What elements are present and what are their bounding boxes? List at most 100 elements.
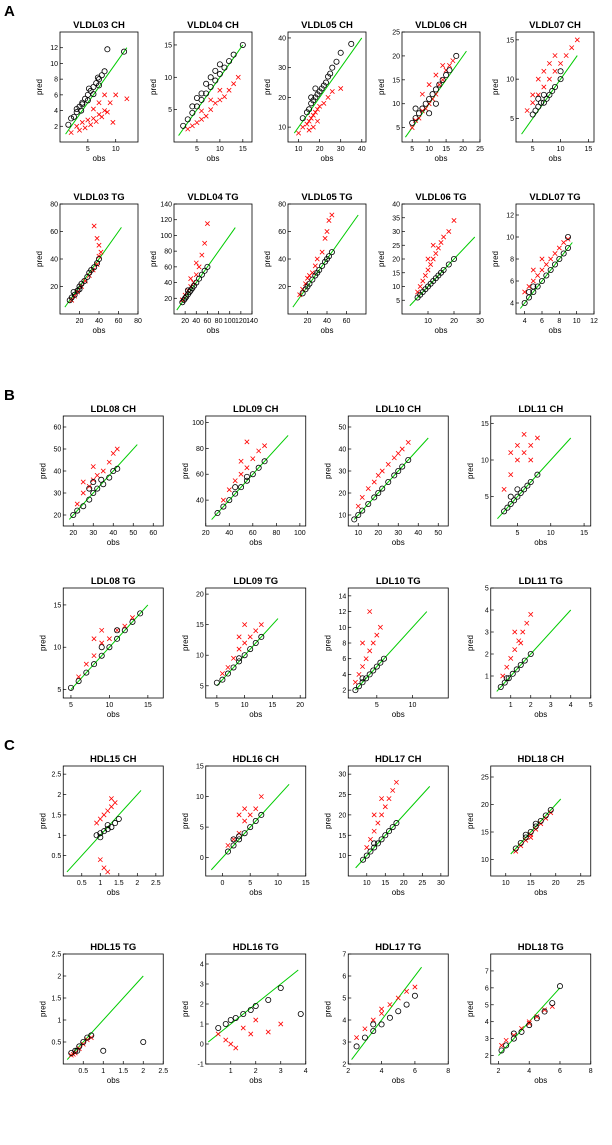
y-tick-label: 10: [53, 645, 61, 652]
identity-line: [70, 604, 149, 690]
cross-stroke: [91, 636, 97, 642]
identity-line: [66, 975, 144, 1060]
cross-stroke: [308, 115, 314, 121]
section-label-B: B: [4, 387, 15, 404]
cross-point: [80, 479, 86, 485]
circle-point: [316, 266, 323, 273]
cross-stroke: [309, 270, 315, 276]
cross-stroke: [512, 647, 518, 653]
y-tick-label: 140: [160, 202, 172, 209]
circle-point: [549, 87, 556, 94]
circle-point: [230, 51, 237, 58]
x-tick-label: 2: [141, 1068, 145, 1075]
y-tick-label: 5: [200, 683, 204, 690]
cross-stroke: [329, 212, 335, 218]
circle-point: [560, 250, 567, 257]
cross-stroke: [265, 1029, 271, 1035]
cross-stroke: [542, 1007, 548, 1013]
cross-point: [314, 256, 320, 262]
x-axis-label: obs: [93, 154, 106, 163]
plot-data: [65, 46, 130, 136]
circle-point: [65, 121, 72, 128]
cross-stroke: [433, 251, 439, 256]
cross-point: [98, 249, 104, 255]
cross-point: [399, 446, 405, 452]
cross-point: [520, 629, 526, 635]
x-tick-label: 40: [109, 530, 117, 537]
cross-stroke: [306, 127, 312, 133]
y-tick-label: 10: [338, 513, 346, 520]
cross-stroke: [253, 628, 259, 634]
cross-point: [386, 796, 392, 802]
circle-point: [432, 86, 439, 93]
circle-point: [543, 95, 550, 102]
cross-point: [433, 251, 439, 256]
y-tick-label: 2: [54, 124, 58, 131]
x-tick-label: 10: [354, 530, 362, 537]
circle-point: [201, 267, 208, 274]
cross-stroke: [74, 501, 80, 507]
cross-point: [412, 984, 418, 990]
y-tick-label: 80: [50, 202, 58, 209]
cross-point: [219, 671, 225, 677]
cross-stroke: [520, 629, 526, 635]
x-tick-label: 2.5: [158, 1068, 168, 1075]
circle-point: [184, 116, 191, 123]
circle-point: [72, 1047, 79, 1054]
cross-stroke: [232, 478, 238, 484]
cross-stroke: [546, 76, 552, 82]
x-axis-label: obs: [534, 710, 547, 719]
cross-stroke: [552, 68, 558, 74]
y-tick-label: 20: [338, 812, 346, 819]
circle-point: [236, 658, 243, 665]
cross-point: [105, 869, 111, 875]
cross-stroke: [451, 218, 457, 223]
y-tick-label: 15: [506, 37, 514, 44]
cross-stroke: [433, 72, 439, 78]
circle-point: [112, 820, 119, 827]
y-tick-label: 15: [392, 270, 400, 277]
circle-point: [226, 58, 233, 65]
cross-point: [231, 655, 237, 661]
cross-stroke: [546, 60, 552, 66]
y-tick-label: 20: [278, 95, 286, 102]
circle-point: [238, 484, 245, 491]
cross-point: [242, 640, 248, 646]
cross-stroke: [386, 796, 392, 802]
cross-stroke: [312, 109, 318, 115]
identity-line: [65, 47, 128, 135]
cross-point: [90, 106, 96, 112]
subplot-title: HDL15 TG: [90, 942, 136, 953]
cross-stroke: [113, 92, 119, 98]
cross-point: [226, 87, 232, 93]
y-tick-label: 2.5: [52, 772, 62, 779]
circle-point: [537, 818, 544, 825]
circle-point: [86, 485, 93, 492]
cross-stroke: [371, 812, 377, 818]
circle-point: [371, 840, 378, 847]
x-tick-label: 5: [531, 146, 535, 153]
cross-point: [196, 264, 202, 270]
cross-stroke: [370, 1017, 376, 1023]
x-tick-label: 25: [577, 880, 585, 887]
y-tick-label: 2: [342, 688, 346, 695]
cross-stroke: [105, 808, 111, 814]
circle-point: [84, 97, 91, 104]
circle-point: [90, 489, 97, 496]
circle-point: [510, 1030, 517, 1037]
cross-stroke: [367, 609, 373, 615]
cross-point: [106, 636, 112, 642]
circle-point: [258, 811, 265, 818]
x-tick-label: 40: [192, 318, 200, 325]
cross-stroke: [104, 109, 110, 115]
y-tick-label: 5: [396, 298, 400, 305]
circle-point: [220, 503, 227, 510]
y-tick-label: 20: [338, 491, 346, 498]
cross-point: [428, 262, 434, 267]
cross-point: [250, 456, 256, 462]
circle-point: [79, 101, 86, 108]
cross-point: [438, 240, 444, 245]
y-axis-label: pred: [35, 251, 44, 267]
circle-point: [385, 478, 392, 485]
